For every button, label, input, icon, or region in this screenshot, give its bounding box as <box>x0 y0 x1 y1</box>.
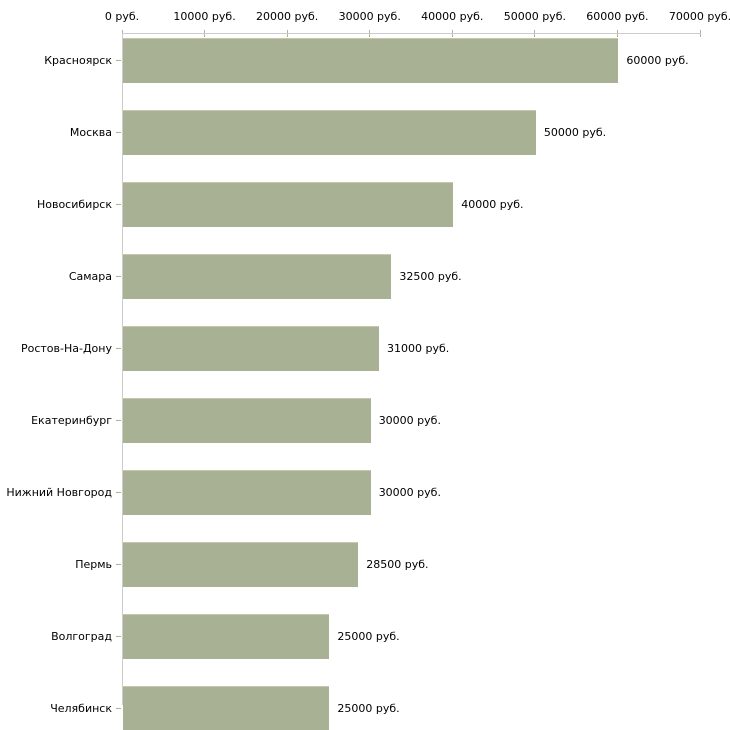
bar <box>123 542 359 587</box>
category-row: Екатеринбург <box>0 398 122 465</box>
bar-row-inner: 30000 руб. <box>123 398 730 443</box>
category-row: Самара <box>0 254 122 321</box>
bar-row: 30000 руб. <box>123 470 730 537</box>
x-tick-label: 40000 руб. <box>421 10 484 23</box>
bar <box>123 326 379 371</box>
bar-row: 25000 руб. <box>123 686 730 730</box>
category-label: Екатеринбург <box>31 414 112 427</box>
bar-row: 28500 руб. <box>123 542 730 609</box>
category-row: Волгоград <box>0 614 122 681</box>
x-tick-label: 60000 руб. <box>586 10 649 23</box>
bar-row-inner: 50000 руб. <box>123 110 730 155</box>
x-tick-label: 0 руб. <box>104 10 140 23</box>
y-tick-mark <box>116 708 121 709</box>
bar-row-inner: 30000 руб. <box>123 470 730 515</box>
bar-row: 60000 руб. <box>123 38 730 105</box>
category-row-inner: Екатеринбург <box>0 398 122 443</box>
x-tick-label: 20000 руб. <box>256 10 319 23</box>
value-label: 50000 руб. <box>543 126 607 139</box>
category-row-inner: Красноярск <box>0 38 122 83</box>
bar-row-inner: 32500 руб. <box>123 254 730 299</box>
bar <box>123 470 371 515</box>
value-label: 28500 руб. <box>366 558 429 571</box>
bar <box>123 398 371 443</box>
bar-row: 31000 руб. <box>123 326 730 393</box>
y-tick-mark <box>116 132 121 133</box>
bar-row: 32500 руб. <box>123 254 730 321</box>
category-row: Новосибирск <box>0 182 122 249</box>
x-axis-line <box>122 33 701 34</box>
bar-row: 40000 руб. <box>123 182 730 249</box>
category-row-inner: Ростов-На-Дону <box>0 326 122 371</box>
category-label: Москва <box>69 126 112 139</box>
value-label: 40000 руб. <box>461 198 524 211</box>
value-label: 25000 руб. <box>337 630 400 643</box>
y-tick-mark <box>116 564 121 565</box>
category-label: Самара <box>68 270 112 283</box>
category-row: Ростов-На-Дону <box>0 326 122 393</box>
category-row-inner: Челябинск <box>0 686 122 730</box>
bar-row: 30000 руб. <box>123 398 730 465</box>
y-tick-mark <box>116 60 121 61</box>
category-row-inner: Новосибирск <box>0 182 122 227</box>
x-axis: 0 руб. 10000 руб. 20000 руб. 30000 руб. 4000… <box>105 0 730 40</box>
category-row: Красноярск <box>0 38 122 105</box>
x-tick-label: 10000 руб. <box>173 10 236 23</box>
x-tick-label: 30000 руб. <box>338 10 401 23</box>
bar-row-inner: 31000 руб. <box>123 326 730 371</box>
category-label: Красноярск <box>44 54 112 67</box>
x-tick-label: 70000 руб. <box>668 10 730 23</box>
value-label: 30000 руб. <box>378 414 441 427</box>
value-label: 30000 руб. <box>378 486 441 499</box>
category-label: Челябинск <box>50 702 112 715</box>
y-tick-mark <box>116 636 121 637</box>
category-row-inner: Пермь <box>0 542 122 587</box>
bar-row-inner: 25000 руб. <box>123 686 730 730</box>
category-label: Нижний Новгород <box>6 486 112 499</box>
bar <box>123 254 392 299</box>
category-row-inner: Москва <box>0 110 122 155</box>
y-tick-mark <box>116 348 121 349</box>
category-label: Пермь <box>75 558 112 571</box>
value-label: 25000 руб. <box>337 702 400 715</box>
bars-area: 60000 руб. 50000 руб. 40000 руб. 32500 руб.… <box>123 33 730 730</box>
bar-row-inner: 60000 руб. <box>123 38 730 83</box>
bar-row: 50000 руб. <box>123 110 730 177</box>
bar <box>123 686 330 730</box>
value-label: 60000 руб. <box>626 54 689 67</box>
y-tick-mark <box>116 492 121 493</box>
y-tick-mark <box>116 276 121 277</box>
bar <box>123 182 454 227</box>
y-axis-line <box>122 33 123 705</box>
bar-row: 25000 руб. <box>123 614 730 681</box>
bar-row-inner: 28500 руб. <box>123 542 730 587</box>
category-label: Ростов-На-Дону <box>20 342 112 355</box>
category-column: Красноярск Москва Новосибирск Самара Ростов-… <box>0 33 122 730</box>
x-tick-label: 50000 руб. <box>503 10 566 23</box>
y-tick-mark <box>116 204 121 205</box>
value-label: 31000 руб. <box>387 342 450 355</box>
category-row: Нижний Новгород <box>0 470 122 537</box>
category-label: Волгоград <box>51 630 112 643</box>
category-row-inner: Нижний Новгород <box>0 470 122 515</box>
bar <box>123 38 619 83</box>
category-row-inner: Волгоград <box>0 614 122 659</box>
category-row: Москва <box>0 110 122 177</box>
category-row: Челябинск <box>0 686 122 730</box>
category-row: Пермь <box>0 542 122 609</box>
bar <box>123 110 536 155</box>
bar <box>123 614 330 659</box>
category-label: Новосибирск <box>36 198 112 211</box>
bar-row-inner: 25000 руб. <box>123 614 730 659</box>
bar-row-inner: 40000 руб. <box>123 182 730 227</box>
y-tick-mark <box>116 420 121 421</box>
value-label: 32500 руб. <box>399 270 462 283</box>
category-row-inner: Самара <box>0 254 122 299</box>
